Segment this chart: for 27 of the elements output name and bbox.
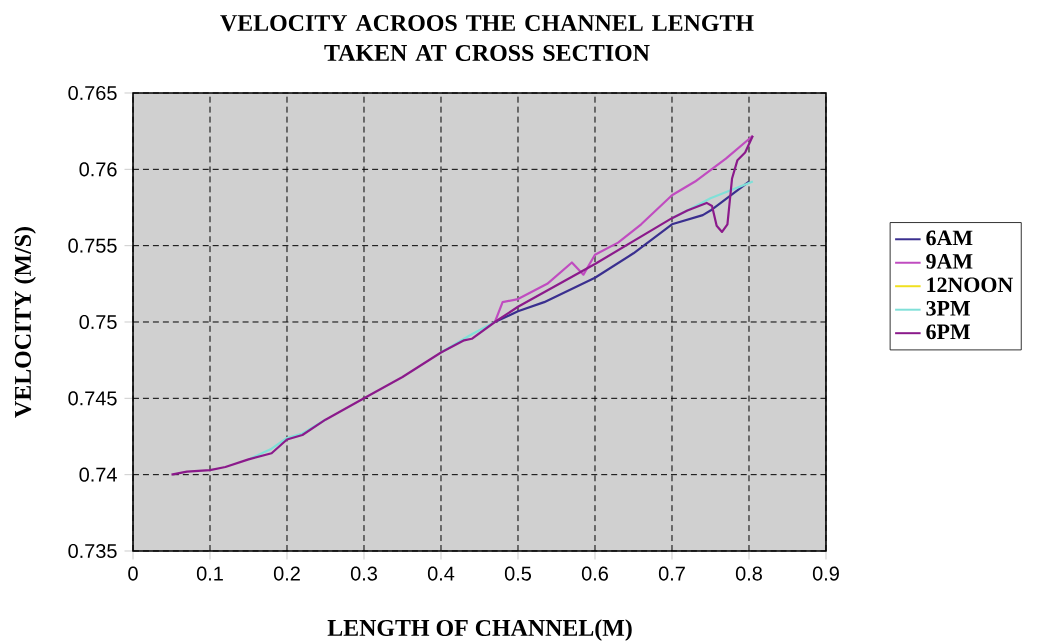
x-axis-title: LENGTH OF CHANNEL(M) — [327, 619, 632, 641]
x-tick-label: 0 — [128, 566, 138, 581]
line-series — [170, 134, 754, 476]
y-tick-label: 0.735 — [68, 543, 117, 559]
line-series — [493, 134, 754, 324]
chart-title: VELOCITY ACROOS THE CHANNEL LENGTH TAKEN AT CROSS SECTION — [220, 15, 754, 61]
x-tick-label: 0.4 — [427, 566, 455, 581]
y-tick-label: 0.75 — [79, 314, 117, 330]
x-tick-label: 0.5 — [504, 566, 532, 581]
x-tick-label: 0.7 — [658, 566, 685, 581]
x-tick-label: 0.9 — [812, 566, 839, 581]
x-tick-label: 0.6 — [581, 566, 608, 581]
y-tick-label: 0.745 — [68, 391, 117, 406]
x-tick-label: 0.3 — [350, 566, 377, 581]
x-tick-label: 0.1 — [196, 566, 223, 581]
y-tick-label: 0.74 — [79, 467, 117, 482]
legend-label: 3PM — [926, 300, 970, 316]
legend-label: 9AM — [926, 254, 973, 269]
y-tick-label: 0.76 — [79, 162, 117, 177]
x-tick-label: 0.2 — [273, 566, 300, 581]
legend-label: 12NOON — [927, 277, 1013, 293]
y-tick-label: 0.765 — [68, 85, 117, 101]
y-axis-title: VELOCITY (M/S) — [14, 227, 36, 418]
x-tick-label: 0.8 — [735, 566, 762, 581]
legend-label: 6PM — [926, 324, 970, 340]
y-tick-label: 0.755 — [68, 238, 117, 253]
legend-label: 6AM — [926, 230, 973, 246]
